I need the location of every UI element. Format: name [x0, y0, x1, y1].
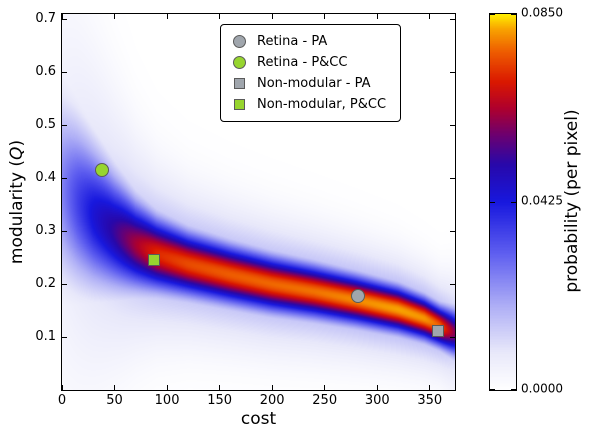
legend-item-retina-pcc: Retina - P&CC [231, 54, 386, 71]
y-tick-label: 0.7 [35, 11, 56, 27]
colorbar-tick-mark-right [511, 14, 516, 15]
x-tick-mark-top [166, 14, 168, 19]
x-tick-label: 200 [259, 393, 285, 408]
legend-markerbox [231, 35, 247, 48]
x-tick-mark [61, 385, 63, 390]
y-tick-mark [62, 336, 67, 338]
y-tick-label: 0.2 [35, 276, 56, 292]
y-tick-mark-right [450, 230, 455, 232]
legend: Retina - PA Retina - P&CC Non-modular - … [220, 24, 402, 122]
scatter-point-retina-p-cc [94, 163, 109, 178]
colorbar-tick-mark [490, 14, 495, 15]
legend-label: Retina - P&CC [257, 55, 348, 70]
y-tick-label: 0.6 [35, 64, 56, 80]
y-axis-label: modularity (Q) [7, 140, 27, 264]
legend-item-nonmodular-pa: Non-modular - PA [231, 75, 386, 92]
y-axis-label-close: ) [7, 139, 27, 147]
colorbar-tick-mark [490, 389, 495, 390]
y-tick-mark [62, 230, 67, 232]
colorbar [489, 13, 517, 391]
legend-item-retina-pa: Retina - PA [231, 33, 386, 50]
y-tick-label: 0.3 [35, 223, 56, 239]
x-tick-mark [219, 385, 221, 390]
y-tick-mark-right [450, 124, 455, 126]
x-tick-mark-top [324, 14, 326, 19]
colorbar-axis-label: probability (per pixel) [562, 109, 582, 293]
y-tick-mark-right [450, 18, 455, 20]
y-tick-label: 0.4 [35, 170, 56, 186]
scatter-point-retina-pa [351, 288, 366, 303]
x-tick-mark-top [376, 14, 378, 19]
legend-markerbox [231, 56, 247, 69]
retina-pcc-marker-icon [232, 56, 246, 69]
scatter-point-non-modular-p-cc [148, 254, 161, 267]
x-tick-mark-top [114, 14, 116, 19]
x-tick-label: 150 [207, 393, 233, 408]
y-tick-label: 0.1 [35, 329, 56, 345]
y-tick-mark [62, 283, 67, 285]
legend-markerbox [231, 78, 247, 89]
colorbar-tick-label: 0.0425 [521, 193, 563, 208]
colorbar-tick-mark-right [511, 201, 516, 203]
y-tick-mark-right [450, 177, 455, 179]
legend-markerbox [231, 99, 247, 110]
x-tick-label: 350 [417, 393, 443, 408]
x-tick-label: 0 [57, 393, 67, 408]
y-tick-mark [62, 71, 67, 73]
x-tick-mark [114, 385, 116, 390]
x-tick-mark-top [61, 14, 63, 19]
colorbar-tick-mark-right [511, 389, 516, 390]
x-tick-label: 50 [106, 393, 123, 408]
x-tick-label: 300 [364, 393, 390, 408]
colorbar-tick-label: 0.0850 [521, 5, 563, 20]
x-tick-label: 100 [154, 393, 180, 408]
x-tick-mark-top [219, 14, 221, 19]
x-axis-label: cost [240, 409, 277, 429]
colorbar-tick-mark [490, 201, 495, 203]
x-tick-mark-top [429, 14, 431, 19]
x-tick-mark-top [271, 14, 273, 19]
y-tick-mark-right [450, 71, 455, 73]
x-tick-mark [271, 385, 273, 390]
retina-pa-marker-icon [232, 35, 246, 48]
x-tick-label: 250 [312, 393, 338, 408]
legend-label: Retina - PA [257, 34, 328, 49]
y-tick-mark [62, 124, 67, 126]
y-tick-mark-right [450, 336, 455, 338]
plot-area: Retina - PA Retina - P&CC Non-modular - … [61, 13, 456, 391]
x-tick-mark [324, 385, 326, 390]
x-tick-mark [376, 385, 378, 390]
y-tick-mark-right [450, 283, 455, 285]
scatter-point-non-modular-pa [432, 324, 445, 337]
x-tick-mark [429, 385, 431, 390]
y-tick-mark [62, 18, 67, 20]
y-tick-mark [62, 177, 67, 179]
nonmodular-pcc-marker-icon [233, 99, 245, 110]
y-tick-label: 0.5 [35, 117, 56, 133]
legend-label: Non-modular, P&CC [257, 97, 387, 112]
y-axis-label-math: Q [7, 146, 27, 160]
x-tick-mark [166, 385, 168, 390]
colorbar-tick-label: 0.0000 [521, 381, 563, 396]
nonmodular-pa-marker-icon [233, 78, 245, 89]
legend-item-nonmodular-pcc: Non-modular, P&CC [231, 96, 386, 113]
legend-label: Non-modular - PA [257, 76, 371, 91]
